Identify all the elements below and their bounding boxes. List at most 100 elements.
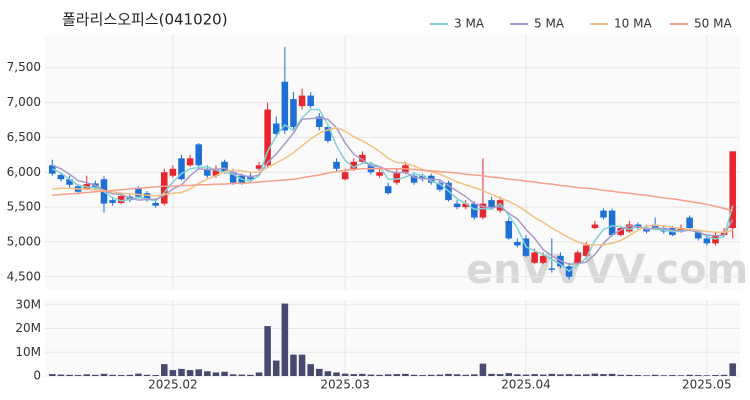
candle-body — [186, 158, 194, 166]
candle-body — [548, 268, 556, 270]
chart-title: 폴라리스오피스(041020) — [62, 11, 228, 29]
volume-bar — [117, 375, 125, 376]
y-tick-label: 10M — [15, 345, 41, 359]
y-tick-label: 5,000 — [7, 234, 41, 248]
candle-body — [117, 195, 125, 203]
y-tick-label: 0 — [33, 369, 41, 383]
candle-body — [488, 200, 495, 208]
volume-bar — [126, 374, 134, 376]
candle-body — [514, 241, 521, 246]
candle-body — [350, 161, 358, 169]
volume-bar — [436, 374, 444, 376]
candle-body — [583, 245, 590, 256]
volume-bar — [453, 374, 461, 376]
candle-body — [316, 116, 323, 127]
candle-body — [720, 231, 728, 235]
candle-body — [384, 186, 392, 194]
candle-body — [204, 168, 211, 176]
x-tick-label: 2025.03 — [320, 378, 370, 392]
volume-bar — [367, 374, 375, 376]
candle-body — [66, 179, 73, 185]
volume-bar — [591, 373, 599, 376]
volume-bar — [247, 374, 254, 376]
volume-bar — [264, 326, 271, 376]
legend-label: 3 MA — [454, 17, 485, 31]
y-tick-label: 6,000 — [7, 165, 41, 179]
volume-bar — [574, 374, 581, 376]
x-tick-label: 2025.04 — [501, 378, 551, 392]
candle-body — [160, 172, 168, 204]
volume-bar — [333, 372, 340, 376]
candle-body — [195, 144, 202, 166]
candle-body — [143, 193, 151, 201]
candle-body — [152, 202, 159, 206]
candle-body — [290, 99, 297, 127]
candle-body — [419, 175, 426, 180]
volume-bar — [393, 374, 401, 376]
y-tick-label: 7,500 — [7, 60, 41, 74]
ma-line — [51, 108, 734, 273]
volume-bar — [514, 374, 521, 376]
candle-body — [617, 227, 625, 235]
x-tick-label: 2025.05 — [682, 378, 732, 392]
candle-body — [57, 175, 65, 180]
candle-body — [135, 187, 142, 197]
candle-body — [694, 231, 702, 239]
candle-body — [539, 255, 547, 263]
volume-bar — [445, 373, 452, 376]
legend-label: 50 MA — [694, 17, 732, 31]
volume-bar — [221, 371, 228, 376]
volume-bar — [83, 374, 91, 376]
volume-bar — [608, 373, 616, 376]
volume-bar — [677, 375, 685, 376]
candle-body — [298, 95, 306, 107]
candle-body — [376, 172, 383, 176]
volume-bar — [341, 373, 349, 376]
volume-bar — [160, 364, 168, 376]
candle-body — [255, 165, 263, 169]
candle-body — [591, 224, 599, 228]
candle-body — [272, 123, 280, 134]
volume-bar — [539, 374, 547, 376]
volume-bar — [290, 354, 297, 376]
volume-bar — [169, 370, 177, 376]
x-tick-label: 2025.02 — [148, 378, 198, 392]
candle-body — [505, 221, 513, 239]
volume-bar — [488, 373, 495, 376]
volume-bar — [720, 374, 728, 376]
candle-body — [531, 252, 538, 263]
y-tick-label: 6,500 — [7, 130, 41, 144]
volume-bar — [281, 303, 289, 376]
volume-bar — [298, 354, 306, 376]
volume-bar — [410, 374, 418, 376]
volume-bar — [229, 374, 237, 376]
volume-bar — [178, 368, 185, 376]
y-tick-label: 30M — [15, 297, 41, 311]
volume-bar — [694, 375, 702, 376]
volume-bar — [565, 374, 573, 376]
candle-body — [471, 203, 478, 218]
volume-bar — [100, 373, 108, 376]
candle-body — [496, 200, 504, 211]
volume-bar — [57, 374, 65, 376]
candle-body — [333, 161, 340, 169]
candle-body — [462, 203, 469, 208]
ma-line — [52, 126, 733, 246]
candle-body — [109, 200, 116, 203]
candle-body — [359, 154, 366, 162]
volume-bar — [238, 374, 246, 376]
candle-body — [686, 217, 693, 228]
price-panel — [45, 35, 740, 290]
volume-bar — [686, 374, 693, 376]
volume-bar — [419, 375, 426, 376]
volume-bar — [583, 374, 590, 376]
volume-bar — [531, 374, 538, 376]
volume-bar — [548, 373, 556, 376]
candle-body — [229, 172, 237, 183]
candle-body — [281, 81, 289, 131]
candle-body — [574, 252, 581, 263]
volume-bar — [522, 374, 530, 376]
y-tick-label: 5,500 — [7, 200, 41, 214]
candle-body — [608, 210, 616, 235]
